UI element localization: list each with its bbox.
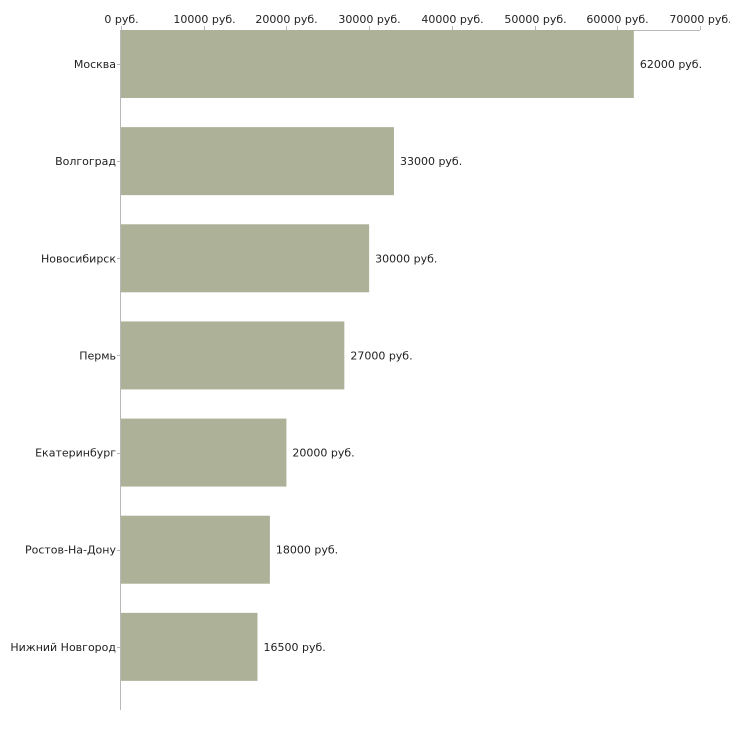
x-tick-label: 10000 руб. <box>173 13 235 26</box>
category-label: Екатеринбург <box>35 447 116 460</box>
x-tick-label: 50000 руб. <box>504 13 566 26</box>
value-label: 62000 руб. <box>640 58 702 71</box>
value-label: 33000 руб. <box>400 155 462 168</box>
bar <box>121 321 345 390</box>
x-tick-label: 20000 руб. <box>255 13 317 26</box>
bar <box>121 515 270 584</box>
x-tick-label: 30000 руб. <box>338 13 400 26</box>
bar <box>121 30 634 98</box>
category-label: Пермь <box>79 349 116 362</box>
x-axis: 0 руб. 10000 руб. 20000 руб. 30000 руб. 4000… <box>104 13 730 31</box>
bar <box>121 127 394 196</box>
value-label: 16500 руб. <box>263 641 325 654</box>
bars <box>121 30 634 681</box>
category-label: Нижний Новгород <box>10 641 116 654</box>
value-labels: 62000 руб. 33000 руб. 30000 руб. 27000 руб.… <box>263 58 702 654</box>
value-label: 27000 руб. <box>350 349 412 362</box>
y-axis: Москва Волгоград Новосибирск Пермь Екатеринб… <box>10 30 121 710</box>
x-tick-label: 0 руб. <box>104 13 138 26</box>
category-label: Москва <box>74 58 116 71</box>
bar <box>121 612 258 681</box>
x-tick-label: 70000 руб. <box>669 13 730 26</box>
category-label: Ростов-На-Дону <box>25 544 116 557</box>
value-label: 30000 руб. <box>375 252 437 265</box>
value-label: 18000 руб. <box>276 544 338 557</box>
category-label: Новосибирск <box>41 252 116 265</box>
x-tick-label: 40000 руб. <box>421 13 483 26</box>
bar <box>121 224 370 293</box>
bar <box>121 418 287 487</box>
x-tick-label: 60000 руб. <box>586 13 648 26</box>
value-label: 20000 руб. <box>292 447 354 460</box>
category-label: Волгоград <box>55 155 116 168</box>
